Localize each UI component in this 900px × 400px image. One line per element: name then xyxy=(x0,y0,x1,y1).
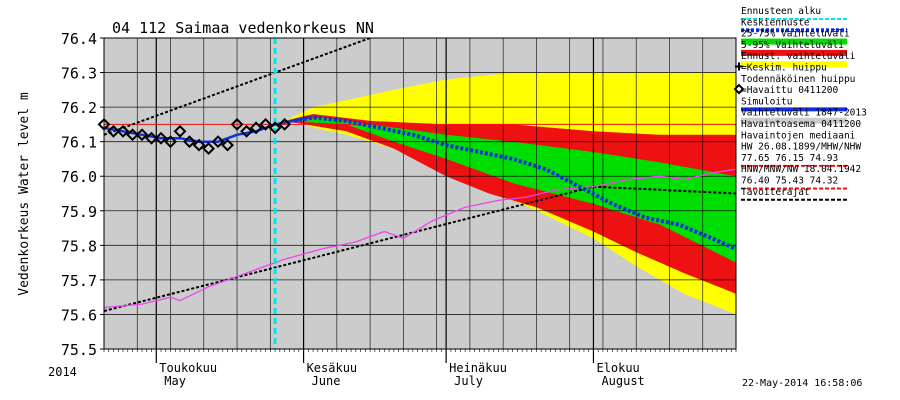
month-label-fi: Heinäkuu xyxy=(449,361,507,375)
month-label-en: June xyxy=(312,374,341,388)
month-label-en: August xyxy=(601,374,644,388)
observed-point xyxy=(173,124,187,138)
observed-point xyxy=(135,128,149,142)
upper-limit-line xyxy=(104,38,371,136)
legend-label-6: Todennäköinen huippu xyxy=(741,74,855,85)
median-line xyxy=(104,185,736,312)
month-label-fi: Elokuu xyxy=(596,361,639,375)
y-tick-label: 75.5 xyxy=(61,341,97,359)
y-tick-label: 75.9 xyxy=(61,203,97,221)
observed-point xyxy=(126,128,139,142)
timestamp: 22-May-2014 16:58:06 xyxy=(742,378,862,389)
observed-point xyxy=(107,124,120,138)
year-label: 2014 xyxy=(48,365,77,379)
legend-label-16: Tavoiterajat xyxy=(741,187,810,198)
legend-label-14: HNW/MNW/NW 18.04.1942 xyxy=(741,164,861,175)
legend-swatch-9 xyxy=(741,117,847,124)
legend-label-12: HW 26.08.1899/MHW/NHW xyxy=(741,142,861,153)
observed-point xyxy=(230,117,244,131)
y-tick-label: 75.7 xyxy=(61,272,97,290)
legend-label-10: Havaintoasema 0411200 xyxy=(741,119,861,130)
mean-forecast-line xyxy=(293,115,736,251)
observed-point xyxy=(145,131,158,145)
month-label-fi: Kesäkuu xyxy=(307,361,358,375)
y-tick-label: 76.0 xyxy=(61,168,97,186)
y-axis-label: Vedenkorkeus Water level m xyxy=(17,92,32,296)
y-tick-label: 76.1 xyxy=(61,134,97,152)
observed-point xyxy=(249,121,263,135)
y-tick-label: 75.8 xyxy=(61,237,97,255)
observed-point xyxy=(202,142,215,155)
y-axis: 75.5 75.6 75.7 75.8 75.9 76.0 76.1 76.2 76.3 76.4 xyxy=(61,30,104,359)
legend-label-3: 5-95% Vaihteluväli xyxy=(741,40,844,51)
observed-point xyxy=(116,124,130,138)
legend-label-13: 77.65 76.15 74.93 xyxy=(741,153,838,164)
legend-label-4: Ennust. vaihteluväli xyxy=(741,51,856,62)
observed-markers xyxy=(97,117,291,155)
observed-point xyxy=(259,117,272,131)
legend-label-7: =Havaittu 0411200 xyxy=(741,85,839,96)
legend-label-0: Ennusteen alku xyxy=(741,6,821,17)
legend-label-1: Keskiennuste xyxy=(741,17,810,28)
legend-label-2: 25-75% Vaihteluväli xyxy=(741,29,850,40)
y-tick-label: 76.2 xyxy=(61,99,97,117)
observed-point xyxy=(221,138,234,152)
y-tick-label: 76.4 xyxy=(61,30,97,48)
y-tick-label: 75.6 xyxy=(61,306,97,324)
observed-point xyxy=(240,124,253,138)
history-line xyxy=(104,168,736,309)
month-label-en: July xyxy=(454,374,483,388)
legend-label-5: =Keskim. huippu xyxy=(741,63,827,74)
observed-point xyxy=(268,121,282,135)
y-tick-label: 76.3 xyxy=(61,65,97,83)
legend-label-9: Vaihteluväli 1847-2013 xyxy=(741,108,867,119)
month-label-en: May xyxy=(164,374,186,388)
legend-swatch-3 xyxy=(741,49,847,56)
plot-border xyxy=(103,37,737,350)
legend-label-15: 76.40 75.43 74.32 xyxy=(741,176,838,187)
observed-point xyxy=(211,135,225,149)
legend-swatch-4 xyxy=(741,61,847,68)
month-label-fi: Toukokuu xyxy=(159,361,217,375)
observed-point xyxy=(192,138,206,152)
observed-point xyxy=(154,131,168,145)
chart-title: 04 112 Saimaa vedenkorkeus NN xyxy=(112,19,374,37)
legend-swatch-7 xyxy=(733,83,745,95)
observed-point xyxy=(278,117,291,131)
legend-label-8: Simuloitu xyxy=(741,96,792,107)
legend-swatch-5 xyxy=(735,62,743,71)
legend-label-11: Havaintojen mediaani xyxy=(741,130,856,141)
observed-point xyxy=(183,135,196,149)
legend-swatch-2 xyxy=(741,38,847,45)
observed-point xyxy=(164,135,177,149)
